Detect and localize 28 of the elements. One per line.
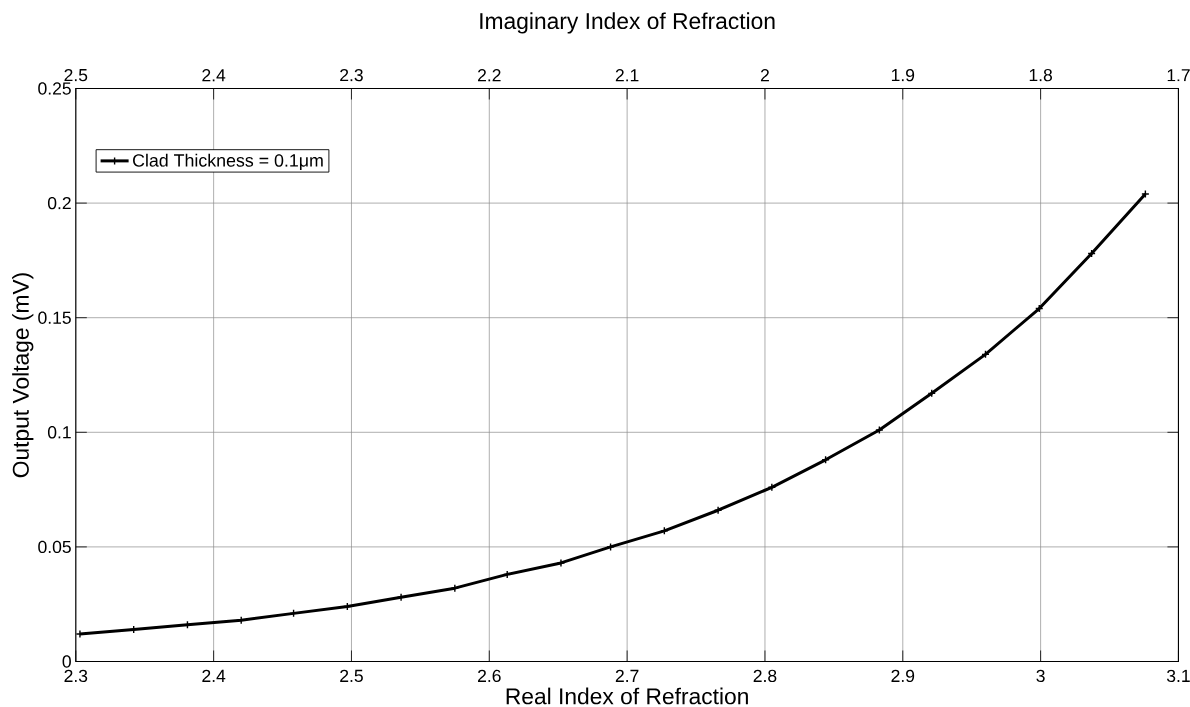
x-tick-label: 2.5 xyxy=(340,669,363,683)
legend-label: Clad Thickness = 0.1μm xyxy=(133,153,323,170)
x-tick-label: 2.3 xyxy=(64,669,88,683)
x2-tick-label: 2.1 xyxy=(615,69,639,82)
x-tick-label: 3.1 xyxy=(1166,669,1190,683)
x-tick-label: 2.7 xyxy=(615,669,639,682)
x2-tick-label: 1.9 xyxy=(891,68,915,82)
x-tick-label: 2.8 xyxy=(753,669,777,683)
x2-tick-label: 2 xyxy=(760,69,769,82)
x-tick-label: 2.6 xyxy=(478,669,501,683)
x-tick-label: 3 xyxy=(1036,669,1045,683)
x2-axis-title: Imaginary Index of Refraction xyxy=(480,12,775,34)
y-tick-label: 0.05 xyxy=(38,540,71,554)
y-tick-label: 0 xyxy=(62,655,71,668)
y-tick-label: 0.15 xyxy=(38,311,71,324)
x-axis-title: Real Index of Refraction xyxy=(506,687,748,705)
x2-tick-label: 2.3 xyxy=(340,68,363,82)
y-tick-label: 0.1 xyxy=(47,426,71,439)
x-tick-label: 2.4 xyxy=(202,669,226,682)
y-axis-title: Output Voltage (mV) xyxy=(12,273,34,478)
y-tick-label: 0.25 xyxy=(38,82,71,95)
x2-tick-label: 2.4 xyxy=(202,69,226,82)
x-tick-label: 2.9 xyxy=(891,669,915,683)
y-tick-label: 0.2 xyxy=(47,196,71,210)
x2-tick-label: 2.5 xyxy=(64,68,88,82)
x2-tick-label: 1.7 xyxy=(1167,69,1190,82)
x2-tick-label: 2.2 xyxy=(478,69,501,82)
x2-tick-label: 1.8 xyxy=(1029,68,1053,82)
